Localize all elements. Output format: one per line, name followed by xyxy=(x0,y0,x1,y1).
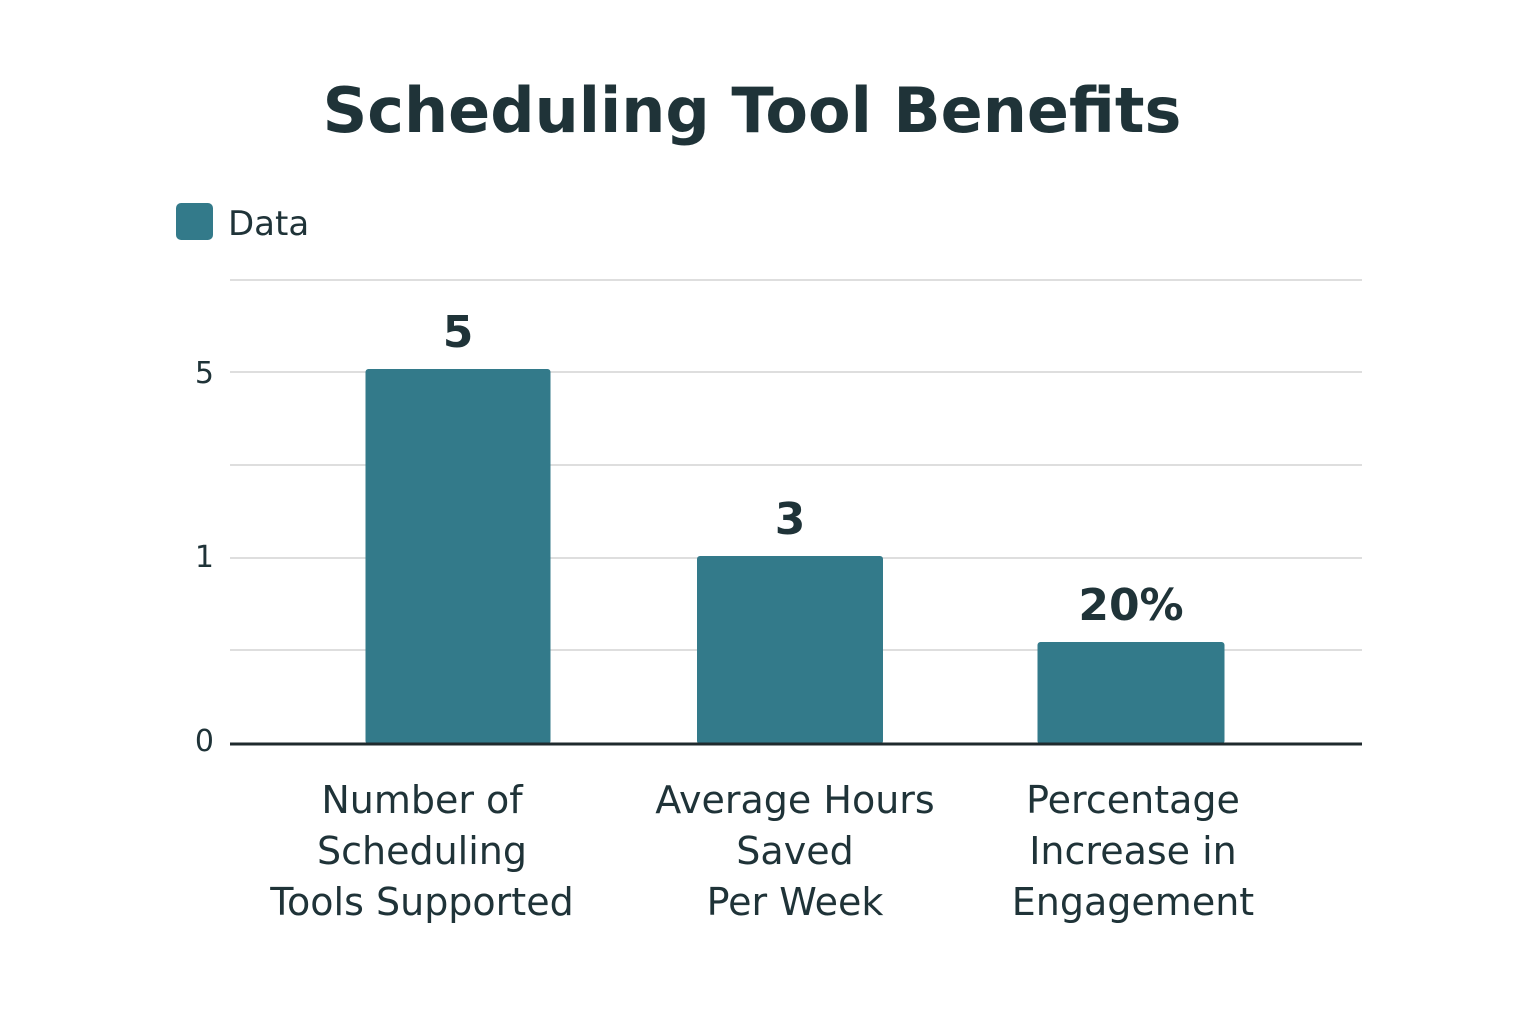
bar xyxy=(1037,642,1225,744)
category-label: Percentage xyxy=(1026,778,1240,822)
category-label: Number of xyxy=(321,778,524,822)
category-label: Tools Supported xyxy=(269,880,573,924)
y-tick-label: 5 xyxy=(195,356,214,391)
data-labels: 5 3 20% xyxy=(443,307,1184,631)
chart-title: Scheduling Tool Benefits xyxy=(323,74,1182,147)
bar xyxy=(365,369,551,744)
category-label: Scheduling xyxy=(317,829,527,873)
y-tick-label: 1 xyxy=(195,540,214,575)
x-axis-labels: Number of Scheduling Tools Supported Averag… xyxy=(269,778,1254,924)
category-label: Increase in xyxy=(1029,829,1237,873)
y-tick-label: 0 xyxy=(195,724,214,759)
legend-label: Data xyxy=(228,204,309,244)
category-label: Saved xyxy=(736,829,853,873)
legend: Data xyxy=(176,203,309,244)
bar-data-label: 5 xyxy=(443,307,474,358)
category-label: Average Hours xyxy=(655,778,934,822)
y-axis-ticks: 0 1 5 xyxy=(195,356,214,759)
bar xyxy=(697,556,883,744)
category-label: Per Week xyxy=(707,880,884,924)
bar-data-label: 3 xyxy=(775,494,806,545)
bars xyxy=(365,369,1225,744)
bar-data-label: 20% xyxy=(1078,580,1183,631)
category-label: Engagement xyxy=(1012,880,1254,924)
legend-swatch xyxy=(176,203,213,240)
